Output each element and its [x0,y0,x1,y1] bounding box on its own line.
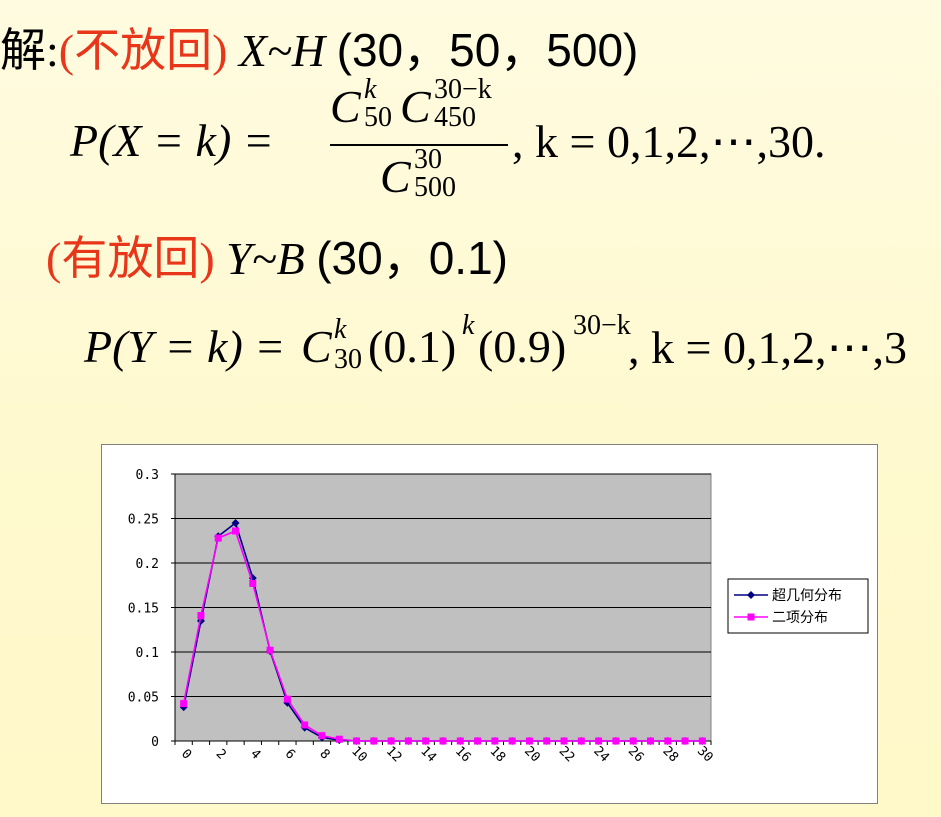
binomial-heading: (有放回) Y~B (30，0.1) [46,222,508,288]
data-point [318,732,326,740]
y-tick-label: 0.1 [136,646,159,661]
data-point [525,737,533,745]
x-tick-label: 18 [487,744,509,766]
legend-marker [747,613,755,621]
distribution-chart: 0 0.05 0.1 0.15 0.2 0.25 0.3 0 2 4 6 8 10 12 14 16 18 20 2… [101,444,878,804]
binomial-variable: Y~B [226,233,305,284]
formula1-lhs: P(X = k) = [70,115,274,166]
data-point [266,646,274,654]
data-point [232,527,240,535]
x-tick-label: 0 [178,746,194,762]
fraction-bar [330,144,508,146]
data-point [681,737,689,745]
binomial-params: (30，0.1) [316,232,508,284]
with-replacement-label: (有放回) [46,233,215,284]
x-tick-label: 8 [316,746,332,762]
data-point [646,737,654,745]
x-tick-label: 14 [417,744,439,766]
x-tick-label: 4 [247,746,263,762]
data-point [301,721,309,729]
y-tick-label: 0 [151,735,159,750]
x-tick-label: 28 [659,744,681,766]
y-tick-label: 0.25 [128,513,159,528]
data-point [595,737,603,745]
x-tick-label: 26 [625,744,647,766]
data-point [577,737,585,745]
x-tick-label: 10 [348,744,370,766]
x-tick-label: 20 [521,744,543,766]
data-point [387,737,395,745]
x-tick-label: 24 [590,744,612,766]
data-point [249,579,257,587]
data-point [456,737,464,745]
x-tick-label: 2 [213,746,229,762]
without-replacement-label: (不放回) [58,25,228,76]
data-point [370,737,378,745]
data-point [335,735,343,743]
data-point [422,737,430,745]
data-point [197,612,205,620]
data-point [404,737,412,745]
data-point [283,698,292,707]
data-point [353,737,361,745]
data-point [180,700,188,708]
data-point [283,695,291,703]
data-point [508,737,516,745]
legend-label: 超几何分布 [772,588,842,604]
x-tick-label: 30 [694,744,716,766]
formula1-range: , k = 0,1,2,⋯,30. [512,116,826,167]
legend-label: 二项分布 [772,610,828,626]
data-point [629,737,637,745]
legend-marker [747,591,755,599]
data-point [543,737,551,745]
data-point [214,534,222,542]
y-tick-label: 0.3 [136,468,159,483]
data-point [231,518,240,527]
data-point [612,737,620,745]
data-point [664,737,672,745]
solution-label: 解: [0,25,59,76]
data-point [491,737,499,745]
data-point [560,737,568,745]
y-tick-label: 0.2 [136,557,159,572]
legend-box [727,578,869,634]
x-tick-label: 12 [383,744,405,766]
hypergeometric-params: (30，50，500) [336,24,639,76]
y-tick-label: 0.05 [128,691,159,706]
binomial-formula: P(Y = k) = C k 30 (0.1) k (0.9) 30−k , k… [84,310,907,375]
chart-svg: 00.050.10.150.20.250.30 2 4 6 8 10 12 14 16 18 20 2… [128,468,869,766]
data-point [439,737,447,745]
hypergeometric-heading: 解:(不放回) X~H (30，50，500) [0,14,638,80]
x-tick-label: 16 [452,744,474,766]
data-point [474,737,482,745]
x-tick-label: 22 [556,744,578,766]
x-tick-label: 6 [282,746,298,762]
y-tick-label: 0.15 [128,602,159,617]
data-point [698,737,706,745]
hypergeometric-variable: X~H [238,25,326,76]
hypergeometric-formula: P(X = k) = C k 50 C 30−k 450 C 30 500 , … [70,74,826,203]
